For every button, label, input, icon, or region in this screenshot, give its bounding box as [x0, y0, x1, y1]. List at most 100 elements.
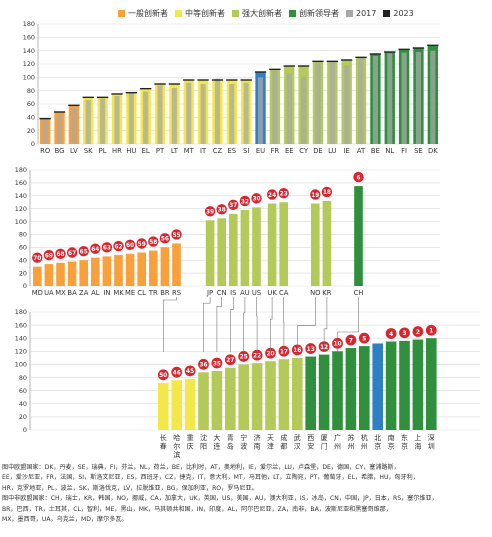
x-tick-label: 岛 — [227, 442, 234, 451]
bar — [322, 200, 332, 286]
x-tick-label: 沈 — [200, 433, 207, 442]
rank-label: 69 — [45, 253, 53, 259]
x-tick-label: FR — [271, 147, 280, 155]
x-tick-label: CY — [299, 147, 309, 155]
rank-badge — [353, 171, 364, 183]
rank-label: 50 — [159, 373, 167, 379]
x-tick-label: IS — [230, 289, 236, 297]
y-tick-label: 60 — [19, 244, 27, 252]
x-tick-label: CN — [217, 289, 227, 297]
legend-item-2017: 2017 — [346, 9, 376, 18]
bar — [292, 357, 303, 430]
x-tick-label: MK — [113, 289, 124, 297]
rank-label: 23 — [280, 192, 288, 198]
connector-line — [203, 297, 211, 352]
x-tick-label: FI — [401, 147, 407, 155]
x-tick-label: EL — [142, 147, 150, 155]
legend-label: 强大创新者 — [242, 8, 282, 18]
rank-label: 37 — [229, 203, 237, 209]
y-tick-label: 160 — [15, 321, 27, 329]
rank-label: 27 — [226, 358, 234, 364]
rank-badge — [171, 229, 182, 240]
bar — [426, 338, 437, 430]
rank-badge — [211, 357, 223, 369]
y-tick-label: 140 — [15, 192, 27, 200]
bar-2017 — [56, 114, 63, 144]
rank-label: 2 — [416, 330, 420, 336]
x-tick-label: LU — [328, 147, 336, 155]
rank-label: 6 — [356, 175, 360, 181]
bar — [332, 351, 343, 430]
x-tick-label: 海 — [414, 442, 421, 451]
bar-2017 — [358, 57, 364, 145]
bar-2017 — [387, 53, 393, 145]
rank-label: 3 — [402, 331, 406, 337]
bar-2017 — [243, 82, 249, 144]
y-tick-label: 100 — [23, 74, 35, 82]
bar — [125, 253, 135, 286]
rank-label: 70 — [33, 256, 41, 262]
note-line: HR，克罗地亚，PL，波兰，SK，斯洛伐克，LV，拉脱维亚，BG，保加利亚，RO… — [2, 484, 258, 492]
rank-label: 1 — [429, 329, 433, 335]
legend-label: 2017 — [356, 8, 377, 18]
bar — [345, 348, 357, 430]
bar-2017 — [143, 91, 149, 144]
y-tick-label: 120 — [15, 348, 27, 356]
rank-badge — [184, 365, 196, 377]
x-tick-label: 苏 — [347, 433, 354, 442]
x-tick-label: 庆 — [187, 442, 194, 451]
x-tick-label: 州 — [334, 443, 341, 451]
footnotes: 图中欧盟国家：DK，丹麦，SE，瑞典，FI，芬兰，NL，荷兰，BE，比利时，AT… — [2, 463, 490, 525]
x-tick-label: 都 — [280, 443, 287, 451]
y-tick-label: 60 — [27, 100, 35, 108]
y-tick-label: 120 — [15, 205, 27, 213]
bar-2017 — [430, 50, 436, 144]
bar — [229, 213, 238, 286]
x-tick-label: CA — [279, 289, 289, 297]
bar — [137, 252, 146, 286]
y-tick-label: 60 — [19, 387, 27, 395]
x-tick-label: 北 — [374, 434, 381, 442]
connector-line — [323, 297, 328, 352]
x-tick-label: AU — [240, 289, 250, 297]
x-tick-label: IE — [344, 147, 350, 155]
rank-badge — [238, 351, 250, 362]
rank-label: 63 — [103, 246, 111, 252]
x-tick-label: 阳 — [200, 442, 207, 451]
x-tick-label: SI — [243, 147, 249, 155]
x-tick-label: KR — [322, 289, 331, 297]
y-tick-label: 80 — [19, 374, 27, 382]
x-tick-label: AT — [357, 147, 366, 155]
x-tick-label: RS — [172, 289, 181, 297]
rank-label: 62 — [114, 244, 122, 250]
x-tick-label: PT — [156, 147, 165, 155]
y-tick-label: 140 — [15, 334, 27, 342]
connector-line — [337, 297, 359, 352]
y-tick-label: 120 — [23, 60, 35, 68]
bar — [33, 266, 42, 286]
x-tick-label: MD — [32, 289, 43, 297]
rank-label: 35 — [213, 361, 221, 367]
rank-label: 46 — [173, 370, 181, 376]
legend-item-2023: 2023 — [383, 9, 414, 18]
bar-2017 — [272, 70, 278, 144]
rank-label: 38 — [218, 208, 226, 214]
rank-label: 20 — [266, 351, 274, 357]
note-line: 图中非欧盟国家：CH，瑞士，KR，韩国，NO，挪威，CA，加拿大，UK，英国，U… — [2, 495, 438, 503]
rank-badge — [32, 252, 43, 263]
x-tick-label: 安 — [307, 442, 314, 451]
connector-line — [296, 297, 316, 352]
rank-label: 19 — [311, 193, 319, 199]
rank-badge — [310, 189, 321, 200]
rank-badge — [171, 366, 183, 378]
bar-2017 — [100, 98, 106, 144]
x-tick-label: 门 — [321, 442, 328, 451]
y-tick-label: 40 — [19, 256, 27, 264]
rank-label: 17 — [280, 350, 288, 356]
x-tick-label: IT — [200, 147, 207, 155]
rank-badge — [399, 327, 410, 339]
rank-badge — [101, 242, 113, 253]
rank-badge — [157, 369, 169, 381]
bar-2017 — [214, 78, 221, 144]
bar — [305, 356, 316, 430]
